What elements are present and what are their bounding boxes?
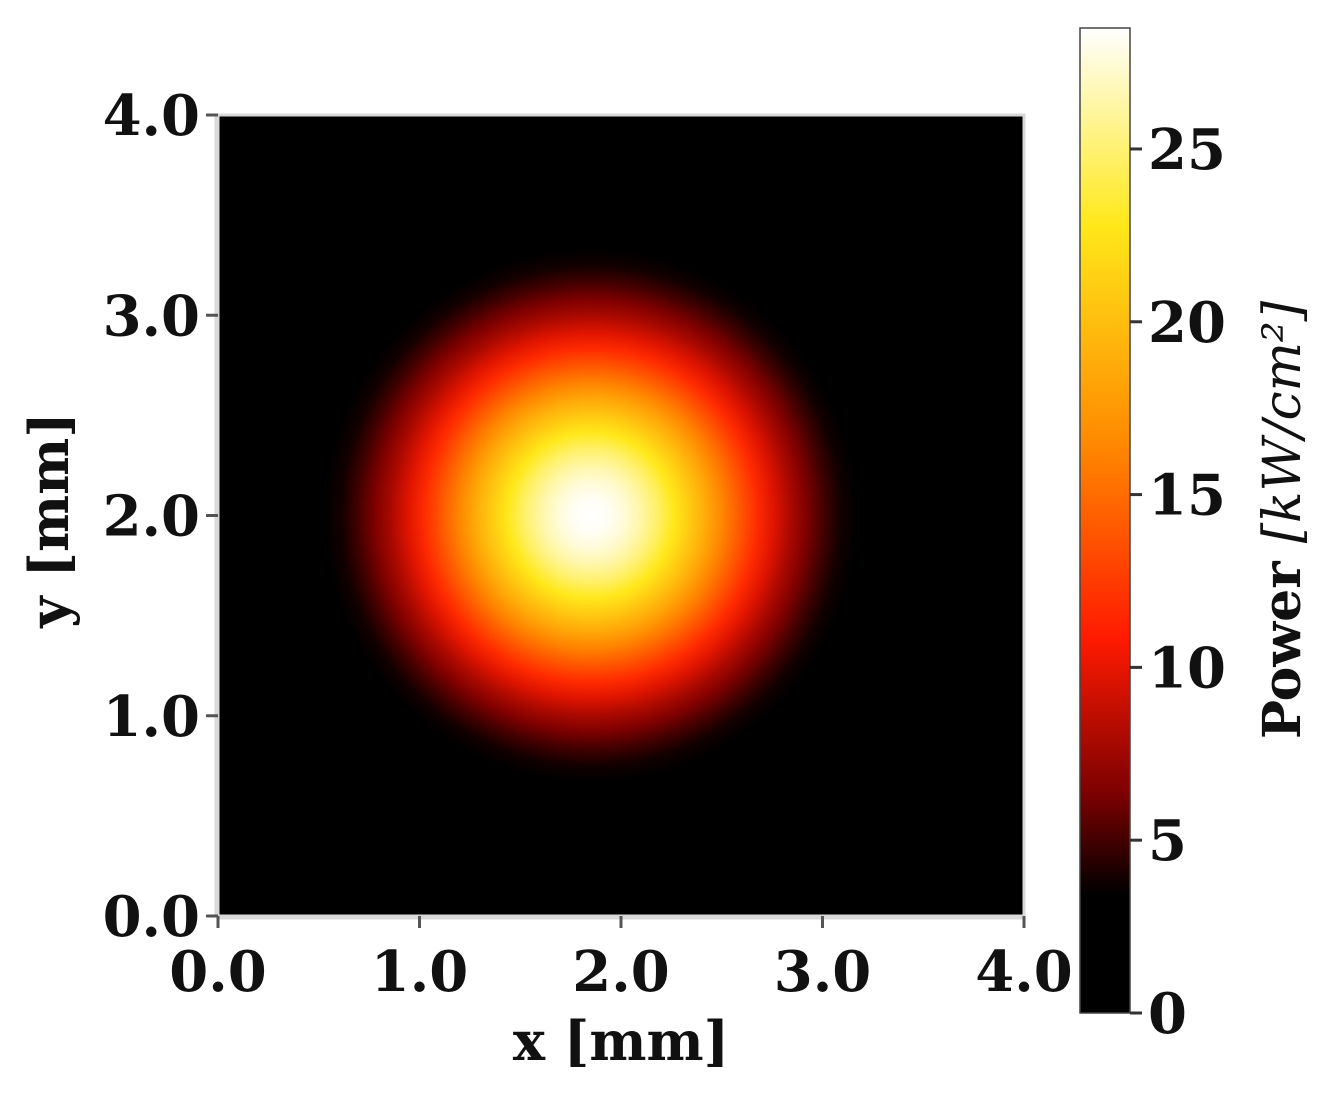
colorbar-label-unit: [kW/cm²] (1253, 300, 1313, 543)
x-tick-label: 0.0 (169, 939, 266, 1005)
x-tick-label: 2.0 (572, 939, 669, 1005)
y-tick-label: 3.0 (103, 283, 200, 349)
colorbar-ticks: 0 5 10 15 20 25 (1130, 117, 1226, 1047)
x-tick-label: 1.0 (371, 939, 468, 1005)
colorbar-tick-label: 5 (1148, 808, 1187, 874)
colorbar-strip (1079, 27, 1131, 1014)
y-tick-label: 2.0 (103, 484, 200, 550)
x-axis-label: x [mm] (513, 1009, 729, 1073)
colorbar-tick-label: 10 (1148, 635, 1226, 701)
y-tick-label: 4.0 (103, 83, 200, 149)
colorbar-label: Power [kW/cm²] (1252, 300, 1313, 739)
x-tick-label: 4.0 (975, 939, 1072, 1005)
x-axis: 0.0 1.0 2.0 3.0 4.0 (169, 916, 1073, 1005)
heatmap-plot (216, 113, 1026, 918)
colorbar-tick-label: 20 (1148, 290, 1226, 356)
y-tick-label: 1.0 (103, 684, 200, 750)
x-tick-label: 3.0 (774, 939, 871, 1005)
y-axis: 0.0 1.0 2.0 3.0 4.0 (103, 83, 218, 950)
colorbar-tick-label: 0 (1148, 981, 1187, 1047)
colorbar-tick-label: 25 (1148, 117, 1226, 183)
y-axis-label: y [mm] (17, 412, 81, 629)
heatmap-beam-spot (218, 115, 1024, 916)
colorbar-tick-label: 15 (1148, 463, 1226, 529)
y-tick-label: 0.0 (103, 884, 200, 950)
colorbar: 0 5 10 15 20 25 Power [kW/cm²] (1079, 27, 1313, 1047)
colorbar-label-prefix: Power (1252, 543, 1313, 739)
